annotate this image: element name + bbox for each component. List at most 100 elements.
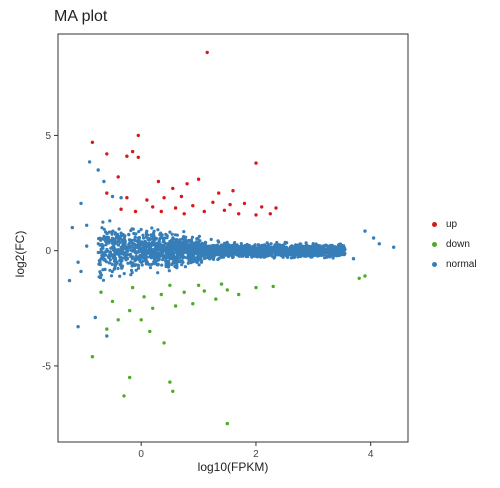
normal-point — [202, 256, 206, 260]
normal-point — [223, 251, 227, 255]
normal-point — [102, 252, 106, 256]
up-point — [211, 200, 215, 204]
up-point — [105, 191, 109, 195]
normal-point — [155, 256, 159, 260]
normal-point — [76, 325, 80, 329]
normal-point — [377, 242, 381, 246]
up-point — [136, 133, 140, 138]
normal-point — [259, 250, 263, 254]
normal-point — [197, 249, 201, 253]
normal-point — [129, 252, 133, 256]
normal-point — [166, 265, 170, 269]
normal-point — [155, 262, 159, 266]
down-point — [171, 389, 175, 393]
normal-point — [325, 244, 329, 248]
normal-point — [132, 231, 136, 236]
normal-point — [135, 245, 139, 249]
normal-point — [79, 201, 83, 206]
normal-point — [299, 242, 303, 246]
normal-point — [124, 253, 128, 257]
down-point — [148, 329, 152, 334]
normal-point — [195, 260, 199, 264]
normal-point — [151, 236, 155, 240]
normal-point — [292, 250, 296, 254]
normal-point — [129, 255, 133, 259]
normal-point — [275, 243, 279, 247]
down-point — [202, 289, 206, 293]
normal-point — [186, 252, 191, 256]
legend-label-normal: normal — [446, 258, 477, 270]
legend-dot-down — [432, 241, 437, 247]
normal-point — [299, 245, 303, 249]
down-point — [162, 341, 166, 345]
normal-point — [292, 254, 296, 258]
normal-point — [195, 252, 199, 256]
normal-point — [351, 257, 356, 261]
normal-point — [160, 251, 164, 255]
up-point — [116, 175, 120, 179]
legend-label-down: down — [446, 238, 470, 250]
normal-point — [296, 255, 300, 259]
down-point — [191, 302, 195, 306]
normal-point — [151, 243, 155, 247]
down-point — [173, 304, 178, 308]
normal-point — [119, 262, 123, 266]
up-point — [162, 196, 166, 200]
normal-point — [269, 242, 273, 246]
normal-point — [119, 259, 123, 263]
up-point — [179, 194, 184, 199]
normal-point — [104, 243, 108, 247]
normal-point — [190, 249, 194, 253]
down-point — [159, 292, 163, 297]
normal-point — [225, 245, 229, 249]
up-point — [145, 198, 149, 202]
normal-point — [165, 234, 169, 238]
normal-point — [239, 242, 243, 246]
normal-point — [112, 267, 116, 271]
normal-point — [102, 227, 106, 231]
normal-point — [301, 251, 305, 256]
down-point — [130, 285, 135, 290]
normal-point — [282, 249, 286, 253]
down-point — [225, 288, 229, 292]
legend-item-up: up — [432, 214, 477, 234]
down-point — [357, 276, 361, 280]
legend-dot-up — [432, 221, 437, 227]
normal-point — [113, 231, 117, 235]
normal-point — [260, 243, 264, 247]
down-point — [214, 297, 218, 301]
normal-point — [141, 233, 145, 237]
legend-label-up: up — [446, 218, 458, 230]
normal-point — [253, 250, 257, 254]
up-point — [237, 212, 241, 216]
normal-point — [243, 244, 247, 248]
normal-point — [141, 236, 146, 240]
normal-point — [126, 261, 130, 265]
normal-point — [85, 244, 89, 248]
normal-point — [212, 245, 216, 250]
normal-point — [323, 256, 327, 260]
normal-point — [181, 241, 185, 245]
normal-point — [151, 248, 155, 252]
normal-point — [137, 230, 141, 234]
normal-point — [148, 266, 153, 270]
normal-point — [238, 246, 242, 250]
normal-point — [97, 262, 101, 266]
down-point — [116, 318, 120, 322]
up-point — [228, 202, 232, 207]
normal-point — [181, 260, 185, 264]
normal-point — [316, 247, 320, 251]
normal-point — [262, 250, 266, 254]
y-tick-label: 0 — [45, 246, 51, 257]
normal-point — [98, 259, 102, 263]
normal-point — [79, 269, 83, 274]
normal-point — [229, 252, 233, 256]
normal-point — [140, 263, 144, 267]
normal-point — [252, 246, 256, 250]
normal-point — [129, 238, 133, 242]
normal-point — [129, 228, 133, 233]
normal-point — [110, 194, 115, 199]
normal-point — [150, 226, 154, 230]
normal-point — [154, 248, 158, 252]
